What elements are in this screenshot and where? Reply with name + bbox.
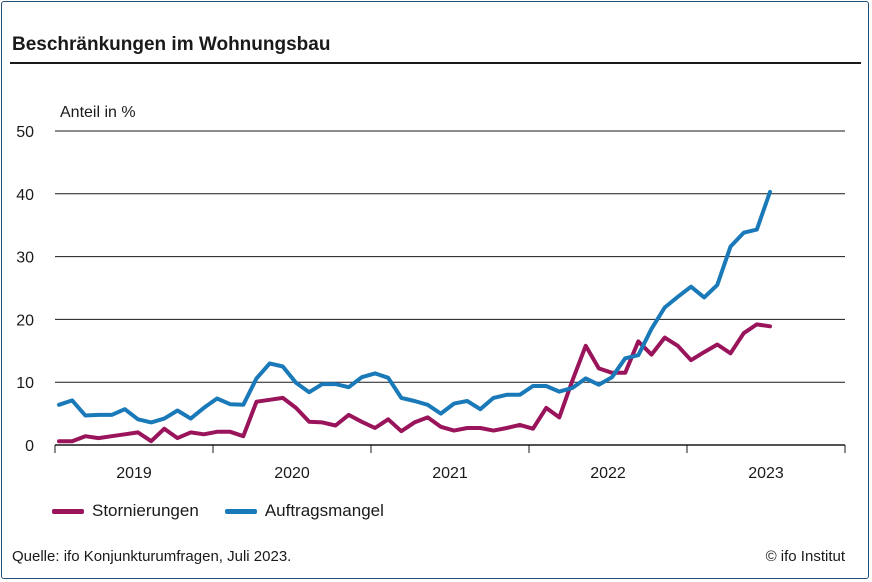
y-axis-label: Anteil in % <box>60 104 136 121</box>
legend-label-stornierungen: Stornierungen <box>92 501 199 520</box>
y-tick-label-0: 0 <box>25 438 34 455</box>
title-rule <box>10 62 861 64</box>
series-line-auftragsmangel <box>57 189 772 425</box>
axes: 0 10 20 30 40 50 2019 2020 2021 2022 2023 <box>16 124 846 482</box>
legend-swatch-stornierungen <box>52 508 84 514</box>
legend-label-auftragsmangel: Auftragsmangel <box>264 501 384 520</box>
x-tick-label-2020: 2020 <box>274 465 310 482</box>
grid <box>55 130 845 383</box>
source-note: Quelle: ifo Konjunkturumfragen, Juli 202… <box>12 548 292 565</box>
y-tick-label-10: 10 <box>16 375 34 392</box>
x-tick-label-2022: 2022 <box>590 465 626 482</box>
series <box>57 189 772 444</box>
x-tick-label-2021: 2021 <box>432 465 468 482</box>
legend: Stornierungen Auftragsmangel <box>52 501 384 521</box>
y-tick-label-40: 40 <box>16 187 34 204</box>
copyright-note: © ifo Institut <box>765 548 845 565</box>
y-tick-label-50: 50 <box>16 124 34 141</box>
x-tick-label-2023: 2023 <box>748 465 784 482</box>
y-tick-label-20: 20 <box>16 312 34 329</box>
y-tick-label-30: 30 <box>16 250 34 267</box>
legend-item-stornierungen: Stornierungen <box>52 501 199 521</box>
chart-title: Beschränkungen im Wohnungsbau <box>12 34 331 55</box>
legend-swatch-auftragsmangel <box>224 508 257 514</box>
series-line-stornierungen <box>57 322 772 444</box>
legend-item-auftragsmangel: Auftragsmangel <box>224 501 384 521</box>
x-tick-label-2019: 2019 <box>116 465 152 482</box>
